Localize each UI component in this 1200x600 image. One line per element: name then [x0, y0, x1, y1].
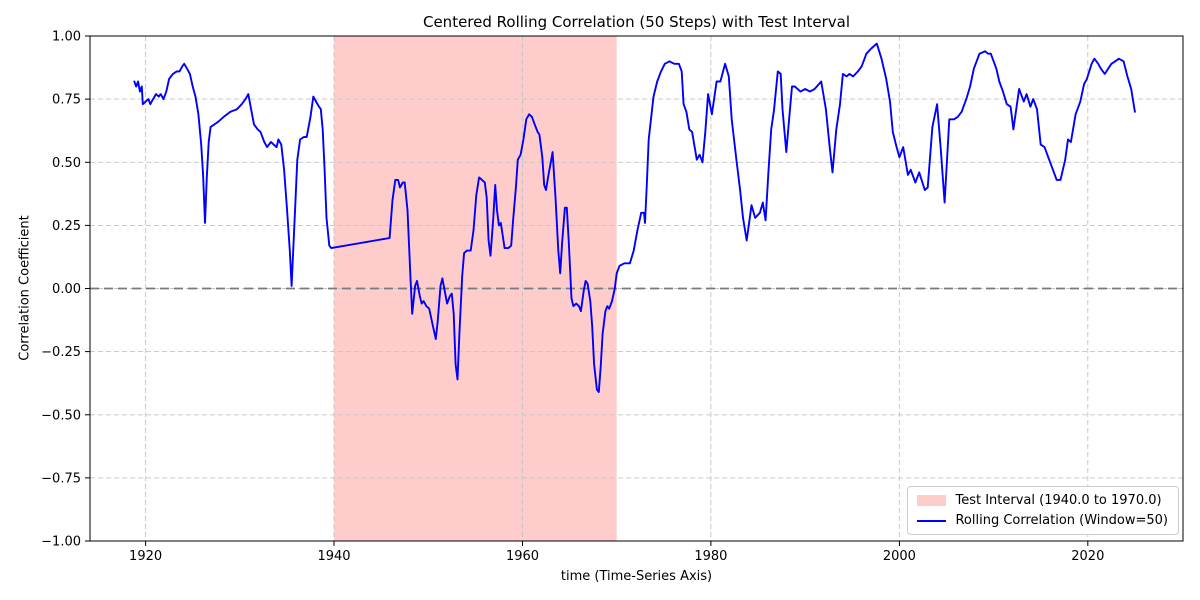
legend-item-test-interval: Test Interval (1940.0 to 1970.0)	[917, 493, 1168, 508]
x-tick-label: 1940	[317, 549, 350, 564]
y-tick-label: −0.50	[41, 408, 81, 423]
x-tick-label: 2000	[883, 549, 916, 564]
y-tick-label: 0.00	[52, 282, 81, 297]
y-tick-label: 0.75	[52, 93, 81, 108]
x-tick-label: 1980	[694, 549, 727, 564]
y-tick-label: 1.00	[52, 30, 81, 45]
x-tick-label: 1960	[506, 549, 539, 564]
y-axis-label: Correlation Coefficient	[17, 215, 33, 361]
legend-item-rolling-correlation: Rolling Correlation (Window=50)	[917, 513, 1168, 528]
x-tick-label: 2020	[1071, 549, 1104, 564]
y-tick-label: −0.25	[41, 345, 81, 360]
y-tick-label: 0.50	[52, 156, 81, 171]
y-tick-label: −0.75	[41, 471, 81, 486]
x-axis-label: time (Time-Series Axis)	[560, 569, 713, 584]
test-interval-swatch	[917, 495, 947, 506]
legend: Test Interval (1940.0 to 1970.0) Rolling…	[907, 486, 1179, 535]
chart-title: Centered Rolling Correlation (50 Steps) …	[422, 13, 851, 31]
y-tick-label: −1.00	[41, 535, 81, 550]
legend-label-test-interval: Test Interval (1940.0 to 1970.0)	[955, 493, 1162, 508]
rolling-correlation-swatch	[917, 519, 947, 522]
legend-label-rolling-correlation: Rolling Correlation (Window=50)	[955, 513, 1168, 528]
y-tick-label: 0.25	[52, 219, 81, 234]
x-tick-label: 1920	[129, 549, 162, 564]
rolling-correlation-line	[133, 42, 1136, 393]
